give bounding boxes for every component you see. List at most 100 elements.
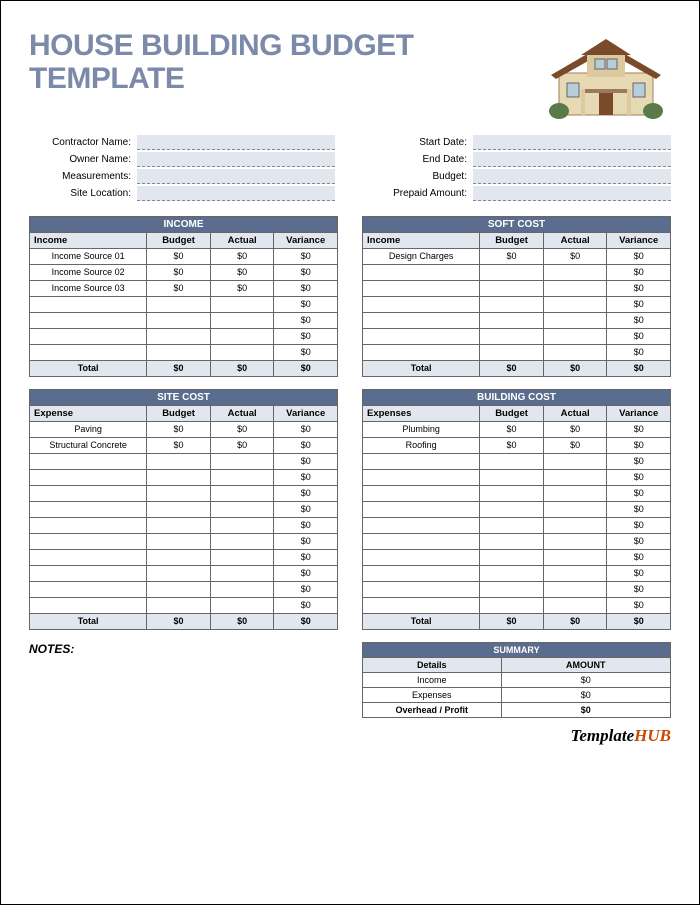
meta-field[interactable] xyxy=(473,169,671,184)
cell-actual[interactable] xyxy=(543,265,607,281)
cell-actual[interactable]: $0 xyxy=(543,438,607,454)
cell-name[interactable]: Paving xyxy=(30,422,147,438)
cell-budget[interactable] xyxy=(480,534,544,550)
cell-actual[interactable] xyxy=(210,566,274,582)
cell-name[interactable] xyxy=(363,566,480,582)
cell-name[interactable] xyxy=(363,345,480,361)
cell-actual[interactable] xyxy=(543,486,607,502)
cell-budget[interactable] xyxy=(480,550,544,566)
cell-actual[interactable]: $0 xyxy=(543,249,607,265)
cell-name[interactable] xyxy=(363,534,480,550)
cell-actual[interactable] xyxy=(543,297,607,313)
cell-name[interactable]: Structural Concrete xyxy=(30,438,147,454)
cell-actual[interactable] xyxy=(210,470,274,486)
cell-name[interactable] xyxy=(363,502,480,518)
cell-actual[interactable] xyxy=(210,454,274,470)
cell-actual[interactable] xyxy=(543,281,607,297)
cell-actual[interactable] xyxy=(543,598,607,614)
cell-budget[interactable]: $0 xyxy=(480,249,544,265)
cell-name[interactable] xyxy=(363,582,480,598)
cell-actual[interactable] xyxy=(543,582,607,598)
cell-name[interactable] xyxy=(30,329,147,345)
cell-actual[interactable] xyxy=(210,297,274,313)
cell-actual[interactable] xyxy=(210,313,274,329)
cell-actual[interactable] xyxy=(210,550,274,566)
cell-actual[interactable]: $0 xyxy=(210,265,274,281)
cell-name[interactable] xyxy=(30,486,147,502)
meta-field[interactable] xyxy=(137,186,335,201)
cell-actual[interactable]: $0 xyxy=(210,422,274,438)
cell-budget[interactable] xyxy=(147,550,211,566)
cell-actual[interactable] xyxy=(543,470,607,486)
cell-budget[interactable] xyxy=(147,454,211,470)
cell-name[interactable] xyxy=(30,518,147,534)
meta-field[interactable] xyxy=(137,135,335,150)
cell-budget[interactable] xyxy=(480,281,544,297)
cell-budget[interactable] xyxy=(147,297,211,313)
cell-budget[interactable] xyxy=(480,566,544,582)
cell-budget[interactable] xyxy=(480,313,544,329)
cell-actual[interactable]: $0 xyxy=(210,438,274,454)
cell-budget[interactable] xyxy=(147,598,211,614)
cell-budget[interactable] xyxy=(480,454,544,470)
cell-budget[interactable]: $0 xyxy=(147,438,211,454)
cell-name[interactable]: Income Source 03 xyxy=(30,281,147,297)
cell-name[interactable] xyxy=(363,518,480,534)
meta-field[interactable] xyxy=(473,186,671,201)
cell-actual[interactable] xyxy=(210,534,274,550)
cell-actual[interactable] xyxy=(543,566,607,582)
cell-name[interactable] xyxy=(30,582,147,598)
cell-actual[interactable] xyxy=(210,598,274,614)
cell-actual[interactable] xyxy=(210,518,274,534)
meta-field[interactable] xyxy=(473,135,671,150)
cell-name[interactable] xyxy=(30,313,147,329)
cell-name[interactable] xyxy=(363,297,480,313)
cell-name[interactable] xyxy=(363,486,480,502)
cell-name[interactable] xyxy=(30,550,147,566)
cell-name[interactable]: Income Source 01 xyxy=(30,249,147,265)
cell-actual[interactable] xyxy=(543,313,607,329)
meta-field[interactable] xyxy=(137,152,335,167)
meta-field[interactable] xyxy=(473,152,671,167)
cell-name[interactable]: Plumbing xyxy=(363,422,480,438)
cell-actual[interactable] xyxy=(210,502,274,518)
cell-actual[interactable] xyxy=(543,502,607,518)
cell-actual[interactable] xyxy=(210,345,274,361)
cell-actual[interactable] xyxy=(543,454,607,470)
cell-name[interactable]: Income Source 02 xyxy=(30,265,147,281)
cell-budget[interactable] xyxy=(147,313,211,329)
cell-name[interactable] xyxy=(363,598,480,614)
cell-actual[interactable]: $0 xyxy=(210,249,274,265)
cell-budget[interactable] xyxy=(147,502,211,518)
cell-name[interactable]: Design Charges xyxy=(363,249,480,265)
cell-name[interactable] xyxy=(30,534,147,550)
cell-budget[interactable] xyxy=(147,518,211,534)
cell-budget[interactable] xyxy=(480,345,544,361)
cell-name[interactable] xyxy=(363,329,480,345)
cell-budget[interactable] xyxy=(480,265,544,281)
cell-actual[interactable] xyxy=(210,486,274,502)
cell-budget[interactable] xyxy=(480,297,544,313)
meta-field[interactable] xyxy=(137,169,335,184)
cell-name[interactable] xyxy=(30,566,147,582)
cell-budget[interactable] xyxy=(147,566,211,582)
cell-name[interactable] xyxy=(363,313,480,329)
cell-actual[interactable] xyxy=(543,329,607,345)
cell-budget[interactable] xyxy=(480,329,544,345)
cell-name[interactable] xyxy=(363,265,480,281)
cell-name[interactable] xyxy=(30,470,147,486)
cell-budget[interactable] xyxy=(480,582,544,598)
cell-budget[interactable]: $0 xyxy=(147,249,211,265)
cell-name[interactable] xyxy=(30,297,147,313)
cell-budget[interactable]: $0 xyxy=(147,265,211,281)
cell-actual[interactable]: $0 xyxy=(543,422,607,438)
cell-budget[interactable] xyxy=(147,486,211,502)
cell-name[interactable]: Roofing xyxy=(363,438,480,454)
cell-budget[interactable]: $0 xyxy=(147,281,211,297)
cell-actual[interactable] xyxy=(543,518,607,534)
cell-name[interactable] xyxy=(363,454,480,470)
cell-name[interactable] xyxy=(30,345,147,361)
cell-budget[interactable] xyxy=(147,329,211,345)
cell-actual[interactable] xyxy=(210,329,274,345)
cell-name[interactable] xyxy=(30,454,147,470)
